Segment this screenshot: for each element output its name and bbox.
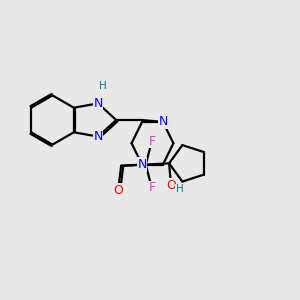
Text: F: F	[148, 135, 155, 148]
Text: O: O	[166, 179, 176, 192]
Text: N: N	[158, 116, 168, 128]
Text: H: H	[176, 184, 184, 194]
Text: F: F	[148, 182, 155, 194]
Text: O: O	[113, 184, 123, 197]
Text: N: N	[93, 130, 103, 143]
Text: N: N	[93, 97, 103, 110]
Text: H: H	[99, 81, 107, 91]
Text: N: N	[137, 158, 147, 171]
